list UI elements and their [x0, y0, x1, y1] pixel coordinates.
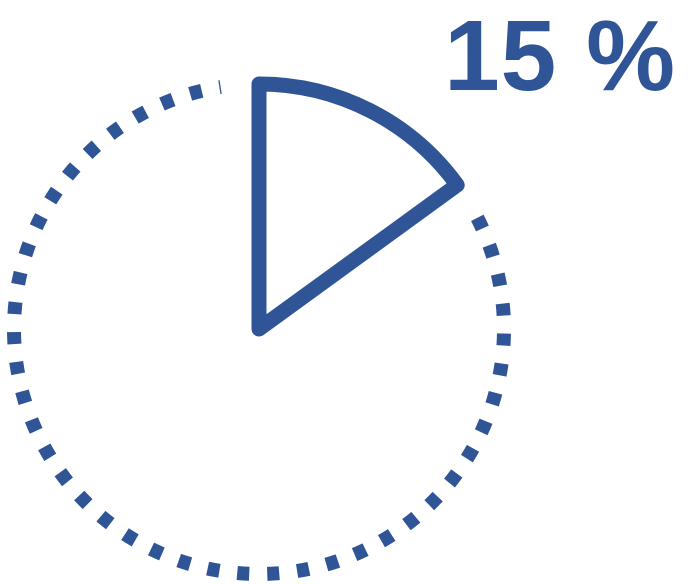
data-label-percentage: 15 %	[444, 6, 676, 106]
pie-slice-highlighted	[259, 84, 457, 329]
